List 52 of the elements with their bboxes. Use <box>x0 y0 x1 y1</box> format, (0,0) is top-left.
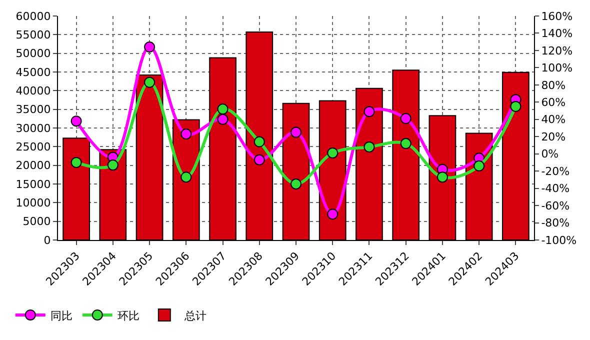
y-tick-label: 5000 <box>22 215 51 228</box>
point <box>254 136 265 148</box>
point <box>364 141 375 152</box>
y2-tick-label: 40% <box>541 113 566 126</box>
y-tick-label: 40000 <box>16 84 51 98</box>
point <box>290 178 302 190</box>
point <box>217 114 228 125</box>
y-tick-label: 35000 <box>16 103 51 116</box>
point <box>474 160 485 172</box>
point <box>327 147 338 158</box>
legend-label: 总计 <box>183 309 206 322</box>
y-tick-label: 55000 <box>16 28 51 42</box>
y2-tick-label: -100% <box>541 234 577 247</box>
point <box>327 208 338 220</box>
y-tick-label: 45000 <box>16 66 51 79</box>
y-tick-label: 60000 <box>16 10 51 23</box>
point <box>70 116 82 127</box>
point <box>180 128 192 140</box>
point <box>180 172 192 183</box>
y-tick-label: 25000 <box>16 140 51 154</box>
y-tick-label: 30000 <box>16 122 51 135</box>
y2-tick-label: -20% <box>541 164 570 178</box>
y2-tick-label: 120% <box>541 44 573 58</box>
point <box>144 76 156 88</box>
point <box>70 156 82 168</box>
y2-tick-label: 80% <box>541 78 566 92</box>
point <box>254 154 265 166</box>
point <box>217 104 228 115</box>
y-tick-label: 50000 <box>16 47 51 60</box>
y2-tick-label: 20% <box>541 130 566 144</box>
y2-tick-label: 0% <box>541 148 559 161</box>
y-tick-label: 0 <box>44 234 51 247</box>
point <box>290 126 302 138</box>
y2-tick-label: 140% <box>541 27 573 40</box>
y2-tick-label: 60% <box>541 96 566 109</box>
y2-tick-label: 160% <box>541 10 573 23</box>
y2-tick-label: -80% <box>541 216 570 230</box>
point <box>400 138 412 150</box>
y2-tick-label: 100% <box>541 62 573 75</box>
point <box>364 106 375 118</box>
point <box>436 172 448 183</box>
y-tick-label: 10000 <box>16 196 51 210</box>
point <box>400 113 412 124</box>
legend-label: 同比 <box>50 309 72 322</box>
y-tick-label: 20000 <box>16 159 51 172</box>
point <box>107 160 118 171</box>
legend-label: 环比 <box>117 309 140 322</box>
y2-tick-label: -40% <box>541 182 570 196</box>
point <box>510 100 522 112</box>
y2-tick-label: -60% <box>541 199 570 212</box>
point <box>144 42 156 53</box>
y-tick-label: 15000 <box>16 178 51 191</box>
